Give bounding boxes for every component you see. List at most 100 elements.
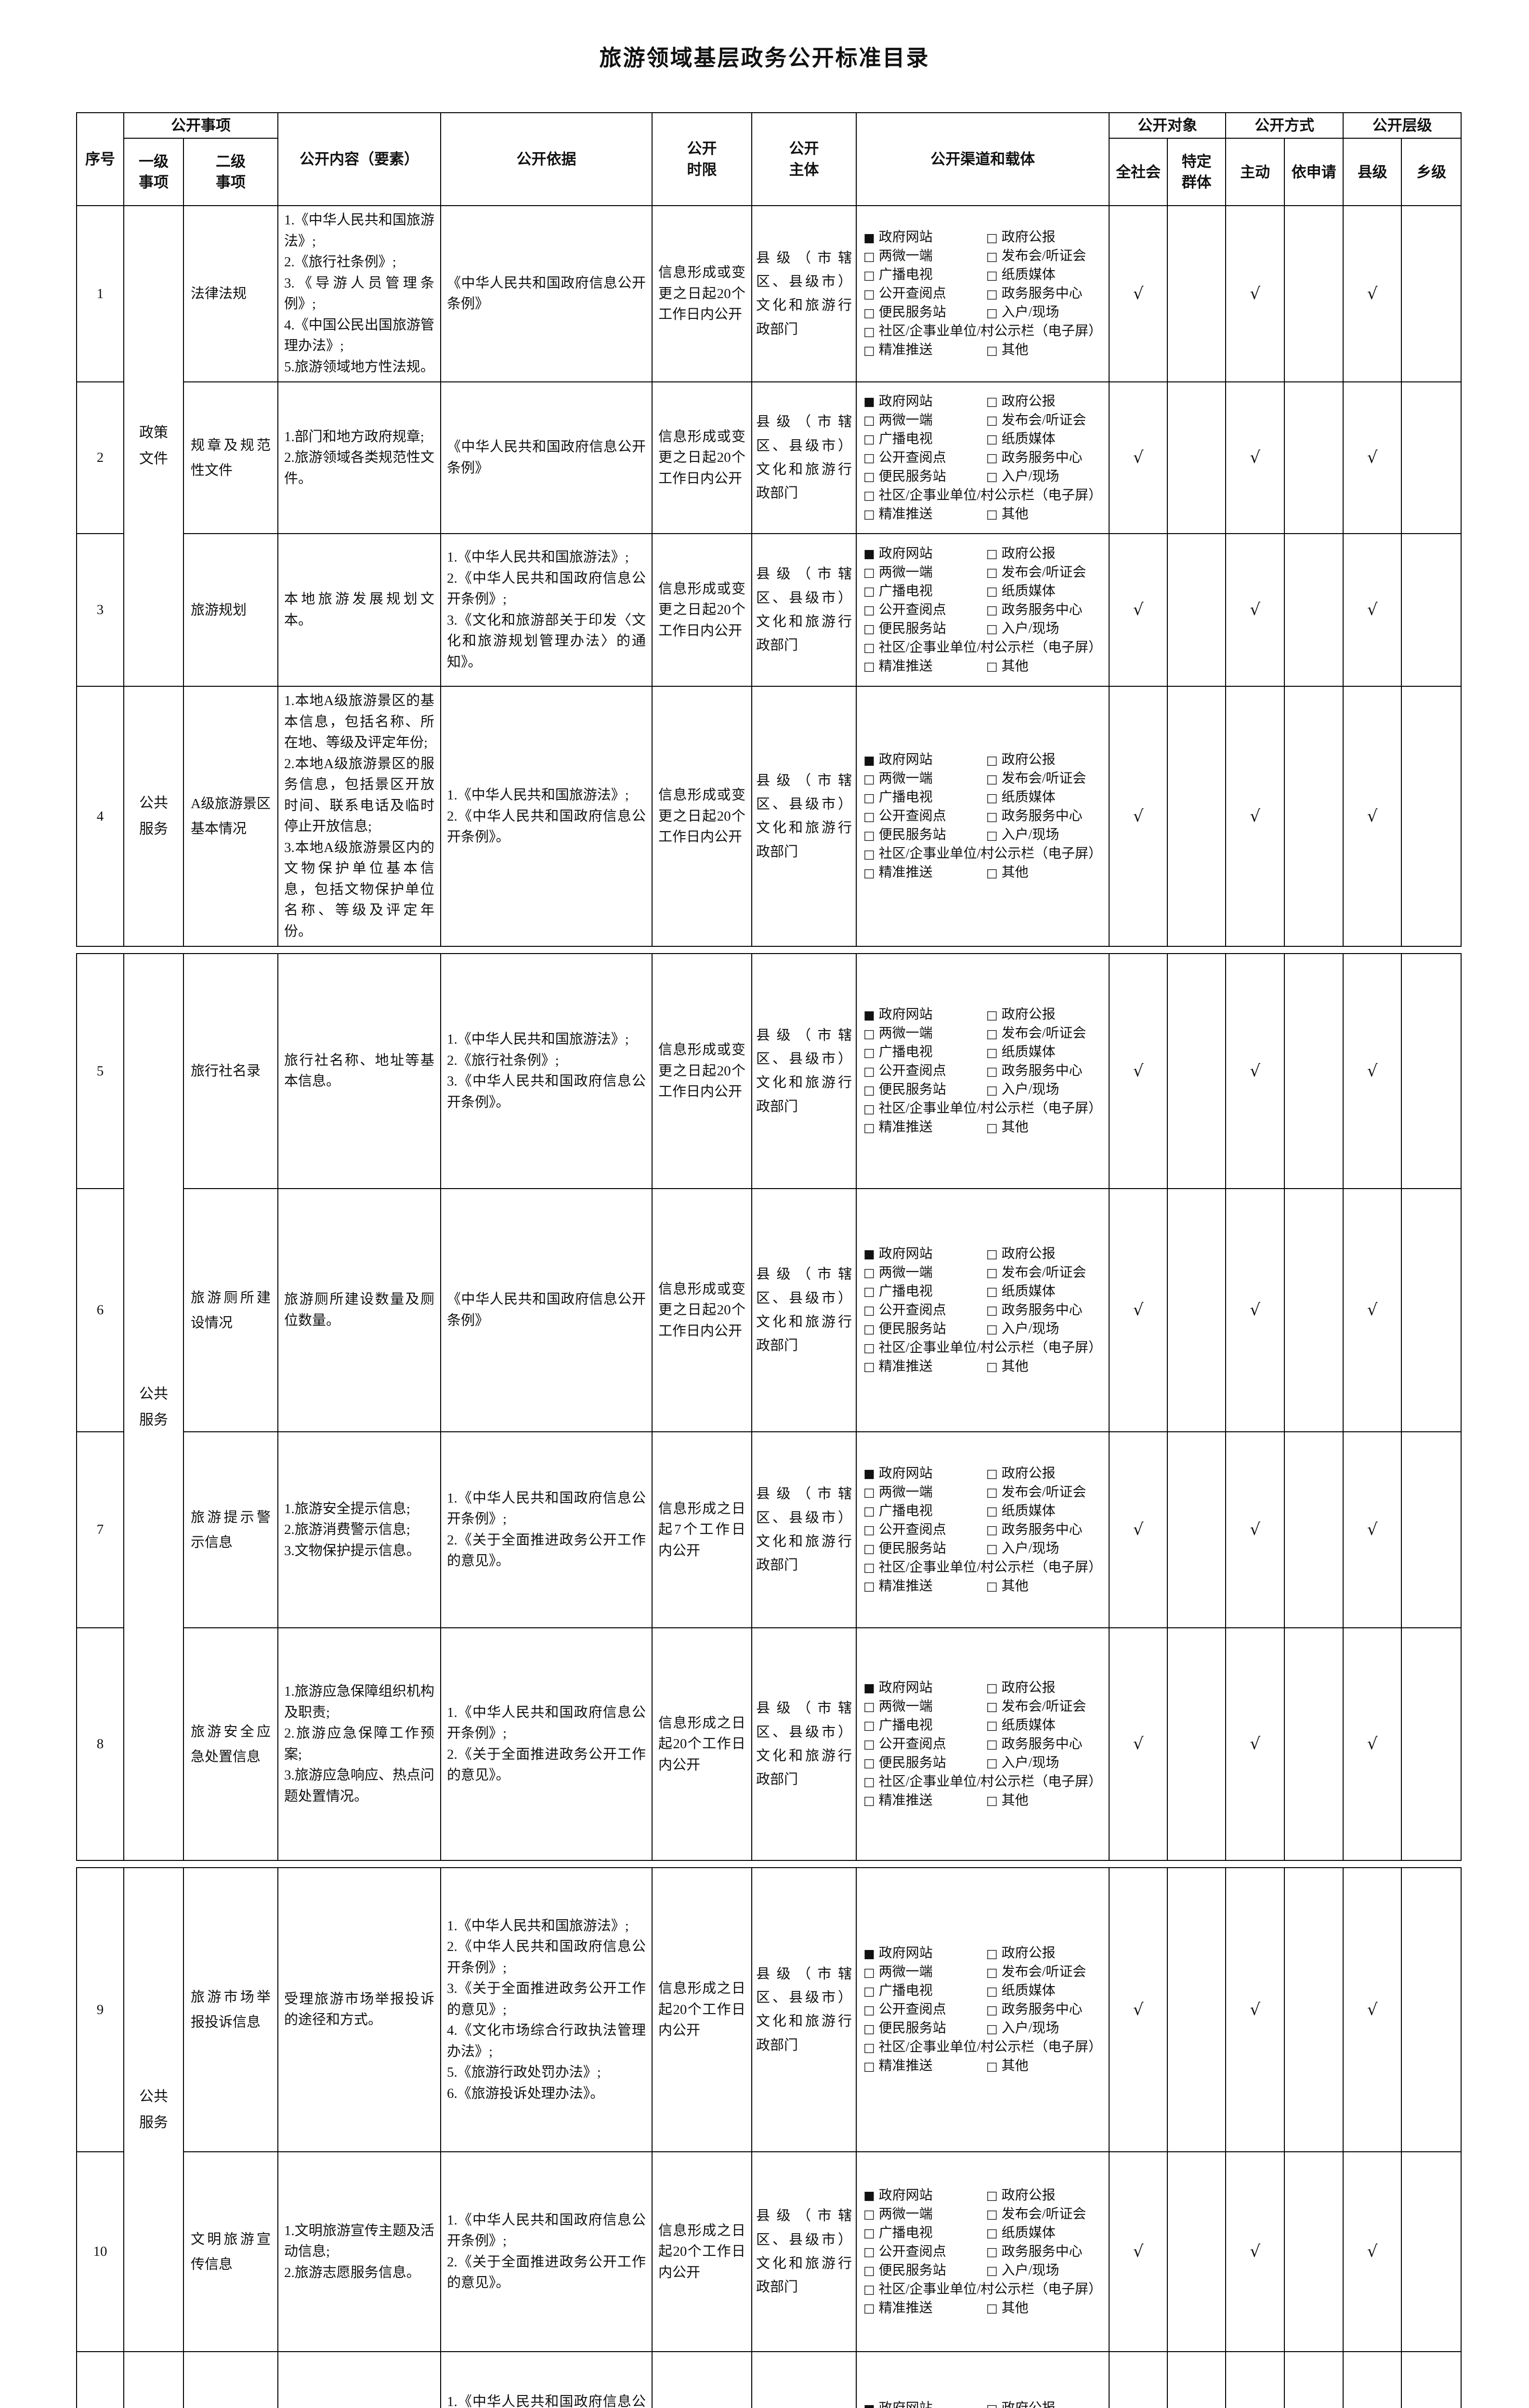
channel-pair-row: □ 两微一端 □ 发布会/听证会 — [863, 1024, 1102, 1043]
checkbox-icon: □ — [863, 488, 875, 503]
channel-label: 政府公报 — [1001, 1946, 1056, 1961]
channel-pair-row: □ 两微一端 □ 发布会/听证会 — [863, 563, 1102, 582]
cell-check-target-specific — [1167, 2151, 1227, 2353]
channel-label: 精准推送 — [878, 2300, 933, 2316]
channel-full-row: □ 社区/企事业单位/村公示栏（电子屏） — [863, 1558, 1102, 1577]
checkbox-icon: □ — [986, 1504, 998, 1518]
check-mark: √ — [1133, 1061, 1144, 1081]
cell-serial: 10 — [76, 2151, 124, 2353]
header-method: 公开方式 — [1225, 112, 1344, 139]
channel-label: 社区/企事业单位/村公示栏（电子屏） — [878, 324, 1102, 339]
channel-item: □ 公开查阅点 — [863, 2000, 986, 2020]
check-mark: √ — [1133, 806, 1144, 826]
channel-pair-row: □ 广播电视 □ 纸质媒体 — [863, 1282, 1102, 1301]
channel-item: □ 入户/现场 — [986, 1753, 1059, 1773]
checkbox-icon: □ — [863, 1965, 875, 1979]
section-table: 9 公共服务 旅游市场举报投诉信息 受理旅游市场举报投诉的途径和方式。 1.《中华人民共… — [76, 1867, 1462, 2408]
checkbox-icon: □ — [863, 659, 875, 674]
channel-label: 公开查阅点 — [878, 602, 946, 617]
check-mark: √ — [1250, 1300, 1261, 1320]
header-row-sub: 一级 事项 二级 事项 全社会 特定 群体 主动 依申请 县级 乡级 — [77, 138, 1462, 207]
table-row: 4 公共服务 A级旅游景区基本情况 1.本地A级旅游景区的基本信息，包括名称、所在地、… — [76, 686, 1462, 947]
channel-label: 政府公报 — [1001, 1246, 1056, 1261]
cell-check-method-request — [1284, 1188, 1344, 1433]
channel-item: □ 两微一端 — [863, 246, 986, 266]
cell-content: 1.抽查事项名称; 2.抽查对象; 4.抽查事项; 5.抽查部门; 6.抽查类型… — [277, 2351, 441, 2408]
channel-label: 其他 — [1001, 2058, 1029, 2074]
channel-label: 政务服务中心 — [1001, 2244, 1083, 2259]
channel-item: □ 便民服务站 — [863, 1539, 986, 1559]
channel-item: □ 入户/现场 — [986, 1080, 1059, 1100]
checkbox-icon: □ — [863, 287, 875, 301]
cell-content: 1.《中华人民共和国旅游法》; 2.《旅行社条例》; 3.《导游人员管理条例》;… — [277, 205, 441, 383]
cell-level2-item: 文明旅游宣传信息 — [183, 2151, 278, 2353]
checkbox-icon: □ — [863, 603, 875, 617]
checkbox-icon: □ — [986, 565, 998, 580]
checkbox-icon: □ — [863, 641, 875, 655]
channel-label: 社区/企事业单位/村公示栏（电子屏） — [878, 1340, 1102, 1355]
checkbox-icon: □ — [986, 1266, 998, 1280]
channel-item: ■政府网站 — [863, 1943, 986, 1963]
channel-pair-row: □ 精准推送 □ 其他 — [863, 1357, 1102, 1376]
cell-time: 信息形成之日起20个工作日内公开 — [652, 2151, 752, 2353]
channel-item: □ 精准推送 — [863, 1357, 986, 1377]
channel-item: □ 精准推送 — [863, 656, 986, 677]
channel-label: 社区/企事业单位/村公示栏（电子屏） — [878, 846, 1102, 862]
checkbox-icon: □ — [986, 2207, 998, 2222]
cell-check-level-county: √ — [1343, 533, 1402, 687]
channel-pair-row: □ 公开查阅点 □ 政务服务中心 — [863, 285, 1102, 303]
cell-basis: 《中华人民共和国政府信息公开条例》 — [440, 205, 653, 383]
cell-check-target-specific — [1167, 533, 1227, 687]
channel-label: 纸质媒体 — [1001, 1283, 1056, 1299]
checkbox-icon: □ — [986, 507, 998, 522]
cell-check-target-society: √ — [1109, 381, 1168, 535]
check-mark: √ — [1250, 2242, 1261, 2262]
cell-check-method-request — [1284, 953, 1344, 1190]
channel-pair-row: □ 便民服务站 □ 入户/现场 — [863, 1539, 1102, 1558]
channels-list: ■政府网站□政府公报□两微一端□发布会/听证会□广播电视□纸质媒体□公开查阅点□… — [863, 1678, 1102, 1810]
channel-item: □ 两微一端 — [863, 1263, 986, 1283]
channels-list: ■政府网站□政府公报□两微一端□发布会/听证会□广播电视□纸质媒体□公开查阅点□… — [863, 1464, 1102, 1596]
channel-item: □ 其他 — [986, 1791, 1029, 1811]
channel-label: 发布会/听证会 — [1001, 1484, 1086, 1500]
cell-check-target-specific — [1167, 1867, 1227, 2153]
check-mark: √ — [1250, 1520, 1261, 1540]
checkbox-icon: □ — [986, 1008, 998, 1022]
cell-time: 信息形成或变更之日起20个工作日内公开 — [652, 953, 752, 1190]
checkbox-icon: □ — [986, 2245, 998, 2259]
channel-item: ■政府网站 — [863, 1464, 986, 1484]
cell-check-target-specific — [1167, 205, 1227, 383]
cell-check-level-township — [1401, 1867, 1462, 2153]
checkbox-icon: □ — [986, 790, 998, 805]
cell-level2-item: 旅游市场举报投诉信息 — [183, 1867, 278, 2153]
channel-item: □ 公开查阅点 — [863, 1520, 986, 1540]
channel-label: 两微一端 — [878, 771, 933, 786]
cell-check-level-county: √ — [1343, 381, 1402, 535]
channel-pair-row: □ 两微一端 □ 发布会/听证会 — [863, 2205, 1102, 2224]
checkbox-icon: □ — [863, 865, 875, 880]
cell-subject: 县级（市辖区、县级市）文化和旅游行政部门 — [751, 533, 857, 687]
cell-check-level-township — [1401, 1627, 1462, 1861]
channel-item: □ 精准推送 — [863, 340, 986, 360]
channel-item: ■政府网站 — [863, 1005, 986, 1025]
checkbox-icon: □ — [863, 1737, 875, 1752]
check-mark: √ — [1250, 1734, 1261, 1754]
channel-item: ■政府网站 — [863, 1244, 986, 1264]
header-method-active: 主动 — [1225, 138, 1285, 207]
checkbox-icon: □ — [863, 432, 875, 446]
check-mark: √ — [1367, 284, 1378, 303]
channels-list: ■政府网站□政府公报□两微一端□发布会/听证会□广播电视□纸质媒体□公开查阅点□… — [863, 2399, 1102, 2408]
channel-label: 发布会/听证会 — [1001, 1026, 1086, 1041]
checkbox-icon: □ — [986, 343, 998, 357]
channel-item: □ 两微一端 — [863, 563, 986, 583]
channel-item: □ 两微一端 — [863, 769, 986, 789]
cell-check-target-specific — [1167, 1627, 1227, 1861]
channels-list: ■政府网站□政府公报□两微一端□发布会/听证会□广播电视□纸质媒体□公开查阅点□… — [863, 392, 1102, 523]
channel-label: 公开查阅点 — [878, 1522, 946, 1537]
checkbox-icon: □ — [986, 1579, 998, 1594]
checkbox-checked-icon: ■ — [863, 2400, 875, 2408]
channel-label: 政务服务中心 — [1001, 1522, 1083, 1537]
channel-item: □ 纸质媒体 — [986, 787, 1056, 808]
channel-label: 两微一端 — [878, 2206, 933, 2222]
channel-pair-row: □ 便民服务站 □ 入户/现场 — [863, 1320, 1102, 1338]
